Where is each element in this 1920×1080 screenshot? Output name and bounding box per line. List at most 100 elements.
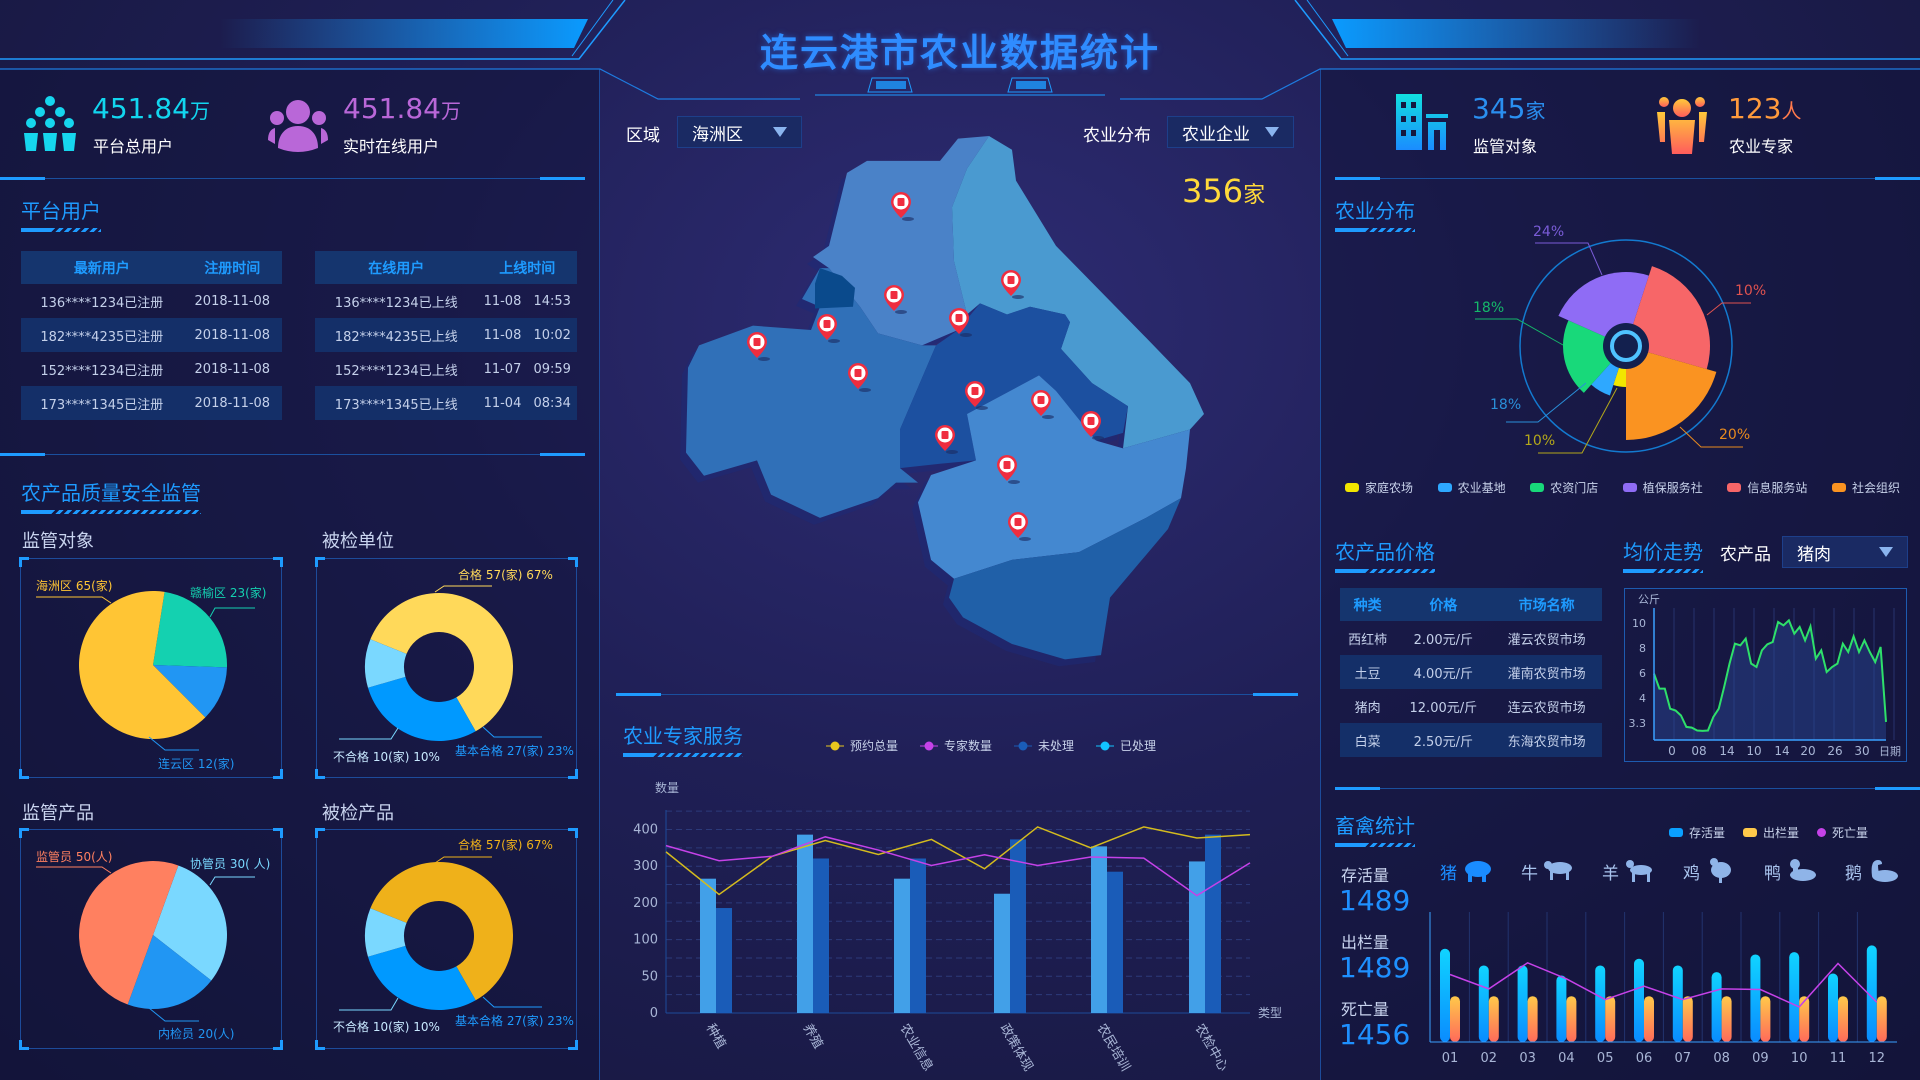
table-row[interactable]: 136****1234已上线 11-08 14:53 bbox=[334, 293, 571, 311]
animal-name: 牛 bbox=[1521, 863, 1538, 884]
legend-label: 已处理 bbox=[1120, 739, 1157, 753]
chart-frame bbox=[315, 557, 578, 779]
table-row[interactable]: 173****1345已注册 2018-11-08 bbox=[21, 386, 282, 420]
table-row[interactable]: 152****1234已上线 11-07 09:59 bbox=[334, 361, 571, 379]
legend-item[interactable]: 农业基地 bbox=[1437, 479, 1506, 496]
bar-未处理 bbox=[1107, 871, 1123, 1013]
table-row[interactable]: 182****4235已注册 2018-11-08 bbox=[21, 318, 282, 352]
animal-tab[interactable]: 鹅 bbox=[1845, 858, 1900, 884]
bar-存活量 bbox=[1828, 973, 1838, 1042]
y-tick-label: 0 bbox=[650, 1006, 658, 1021]
legend-item[interactable]: 植保服务社 bbox=[1622, 479, 1703, 496]
chart-title: 被检产品 bbox=[322, 803, 394, 824]
distribution-value: 农业企业 bbox=[1182, 124, 1250, 145]
animal-name: 鸭 bbox=[1764, 863, 1781, 884]
table-row[interactable]: 土豆 4.00元/斤 灌南农贸市场 bbox=[1340, 655, 1602, 689]
bar-出栏量 bbox=[1488, 996, 1499, 1042]
legend-marker bbox=[1014, 741, 1033, 750]
y-axis-label: 公斤 bbox=[1638, 593, 1660, 606]
bar-存活量 bbox=[1866, 945, 1877, 1042]
legend-item[interactable]: 已处理 bbox=[1096, 737, 1156, 754]
y-tick-label: 200 bbox=[633, 896, 658, 911]
legend-item[interactable]: 农资门店 bbox=[1530, 479, 1598, 496]
table-row[interactable]: 152****1234已注册 2018-11-08 bbox=[40, 361, 271, 379]
quality-pie-charts bbox=[36, 585, 542, 1022]
legend-marker bbox=[1096, 741, 1115, 750]
leader-line bbox=[1538, 387, 1618, 454]
bar-出栏量 bbox=[1682, 996, 1693, 1042]
factory-icon bbox=[949, 308, 972, 337]
table-row[interactable]: 173****1345已上线 11-04 08:34 bbox=[315, 386, 577, 420]
leader-line bbox=[434, 585, 492, 593]
rose-slice bbox=[1626, 346, 1717, 440]
rose-label: 10% bbox=[1524, 433, 1556, 449]
legend-item[interactable]: 家庭农场 bbox=[1345, 479, 1413, 496]
table-row[interactable]: 西红柿 2.00元/斤 灌云农贸市场 bbox=[1348, 632, 1586, 648]
map-region-lake bbox=[815, 268, 855, 309]
leader-line bbox=[482, 996, 542, 1008]
legend-item[interactable]: 信息服务站 bbox=[1727, 479, 1807, 496]
product-dropdown[interactable]: 猪肉 bbox=[1782, 536, 1908, 568]
distribution-dropdown[interactable]: 农业企业 bbox=[1167, 116, 1294, 148]
online-users-icon bbox=[268, 100, 328, 152]
x-tick-label: 01 bbox=[1442, 1051, 1459, 1066]
pin-shadow bbox=[1019, 537, 1031, 541]
legend-item[interactable]: 出栏量 bbox=[1743, 824, 1799, 841]
agri-distribution-title: 农业分布 bbox=[1335, 195, 1415, 232]
legend-item[interactable]: 社会组织 bbox=[1831, 479, 1900, 496]
animal-tab[interactable]: 鸭 bbox=[1764, 858, 1819, 884]
total-users-value: 451.84万 bbox=[92, 92, 210, 125]
online-users-value: 451.84万 bbox=[343, 92, 461, 125]
animal-tab[interactable]: 羊 bbox=[1602, 858, 1657, 884]
leader-line bbox=[1679, 426, 1743, 448]
region-dropdown[interactable]: 海洲区 bbox=[677, 116, 802, 148]
distribution-label: 农业分布 bbox=[1083, 126, 1151, 146]
platform-users-title: 平台用户 bbox=[21, 195, 101, 232]
leader-line bbox=[339, 727, 399, 740]
pig-icon bbox=[1465, 861, 1491, 882]
bar-已处理 bbox=[700, 878, 716, 1013]
leader-line bbox=[209, 876, 255, 886]
right-panel bbox=[1320, 69, 1920, 1080]
legend-item[interactable]: 专家数量 bbox=[920, 737, 992, 754]
pin-glyph bbox=[971, 387, 979, 395]
pie-slice bbox=[370, 592, 513, 732]
col-header: 注册时间 bbox=[182, 251, 282, 284]
pie-slice bbox=[370, 862, 513, 1001]
y-tick-label: 100 bbox=[633, 933, 658, 948]
bar-未处理 bbox=[813, 858, 829, 1013]
animal-tab[interactable]: 猪 bbox=[1440, 858, 1495, 884]
table-row[interactable]: 136****1234已注册 2018-11-08 bbox=[40, 293, 271, 311]
legend-label: 出栏量 bbox=[1763, 826, 1800, 840]
globe-icon bbox=[747, 332, 770, 361]
bar-出栏量 bbox=[1876, 996, 1887, 1042]
region-value: 海洲区 bbox=[692, 124, 743, 145]
legend-item[interactable]: 未处理 bbox=[1014, 737, 1074, 754]
pin-shadow bbox=[859, 388, 871, 392]
supervised-label: 监管对象 bbox=[1473, 137, 1538, 156]
x-tick-label: 08 bbox=[1713, 1051, 1730, 1066]
x-tick-label: 10 bbox=[1746, 744, 1761, 758]
legend-item[interactable]: 死亡量 bbox=[1817, 824, 1868, 841]
total-label: 死亡量 bbox=[1341, 1000, 1390, 1019]
chevron-down-icon bbox=[773, 127, 787, 137]
chart-frame bbox=[19, 557, 283, 779]
animal-tab[interactable]: 牛 bbox=[1521, 858, 1576, 884]
x-tick-label: 20 bbox=[1800, 744, 1815, 758]
legend-label: 社会组织 bbox=[1851, 481, 1900, 495]
animal-tab[interactable]: 鸡 bbox=[1683, 858, 1738, 884]
rose-hub-ring bbox=[1610, 330, 1642, 362]
legend-item[interactable]: 预约总量 bbox=[826, 737, 898, 754]
divider bbox=[1335, 177, 1920, 180]
table-row[interactable]: 182****4235已上线 11-08 10:02 bbox=[315, 318, 577, 352]
product-value: 猪肉 bbox=[1797, 544, 1831, 565]
legend-item[interactable]: 存活量 bbox=[1669, 824, 1725, 841]
table-row[interactable]: 白菜 2.50元/斤 东海农贸市场 bbox=[1340, 723, 1602, 757]
leader-line bbox=[482, 726, 542, 738]
table-row[interactable]: 猪肉 12.00元/斤 连云农贸市场 bbox=[1354, 700, 1586, 716]
x-tick-label: 10 bbox=[1791, 1051, 1808, 1066]
chart-title: 被检单位 bbox=[322, 531, 394, 552]
legend-label: 植保服务社 bbox=[1642, 481, 1703, 495]
